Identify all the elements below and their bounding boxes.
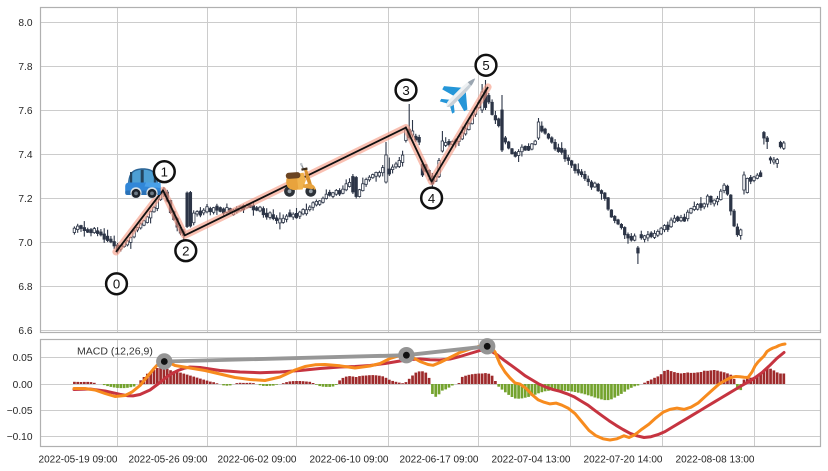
svg-text:6.8: 6.8 — [18, 282, 32, 293]
svg-text:2022-05-19 09:00: 2022-05-19 09:00 — [39, 454, 118, 465]
svg-text:7.6: 7.6 — [18, 106, 32, 117]
svg-text:8.0: 8.0 — [18, 18, 32, 29]
svg-text:−0.05: −0.05 — [7, 406, 33, 417]
svg-text:0.05: 0.05 — [13, 353, 33, 364]
svg-text:6.6: 6.6 — [18, 326, 32, 337]
svg-text:2022-08-08 13:00: 2022-08-08 13:00 — [676, 454, 755, 465]
svg-text:2022-06-10 09:00: 2022-06-10 09:00 — [310, 454, 389, 465]
svg-text:4: 4 — [428, 191, 435, 206]
svg-text:2022-06-17 09:00: 2022-06-17 09:00 — [400, 454, 479, 465]
svg-text:−0.10: −0.10 — [7, 432, 33, 443]
svg-text:7.4: 7.4 — [18, 150, 32, 161]
svg-text:7.2: 7.2 — [18, 194, 32, 205]
svg-text:3: 3 — [402, 83, 409, 98]
svg-text:MACD (12,26,9): MACD (12,26,9) — [77, 345, 153, 357]
svg-text:2: 2 — [182, 244, 189, 259]
svg-text:2022-06-02 09:00: 2022-06-02 09:00 — [218, 454, 297, 465]
svg-text:0: 0 — [113, 277, 120, 292]
svg-text:2022-07-20 14:00: 2022-07-20 14:00 — [584, 454, 663, 465]
svg-text:0.00: 0.00 — [13, 380, 33, 391]
svg-text:7.0: 7.0 — [18, 238, 32, 249]
svg-text:2022-05-26 09:00: 2022-05-26 09:00 — [129, 454, 208, 465]
svg-text:7.8: 7.8 — [18, 62, 32, 73]
svg-text:1: 1 — [161, 165, 168, 180]
svg-text:5: 5 — [482, 58, 489, 73]
svg-text:2022-07-04 13:00: 2022-07-04 13:00 — [492, 454, 571, 465]
